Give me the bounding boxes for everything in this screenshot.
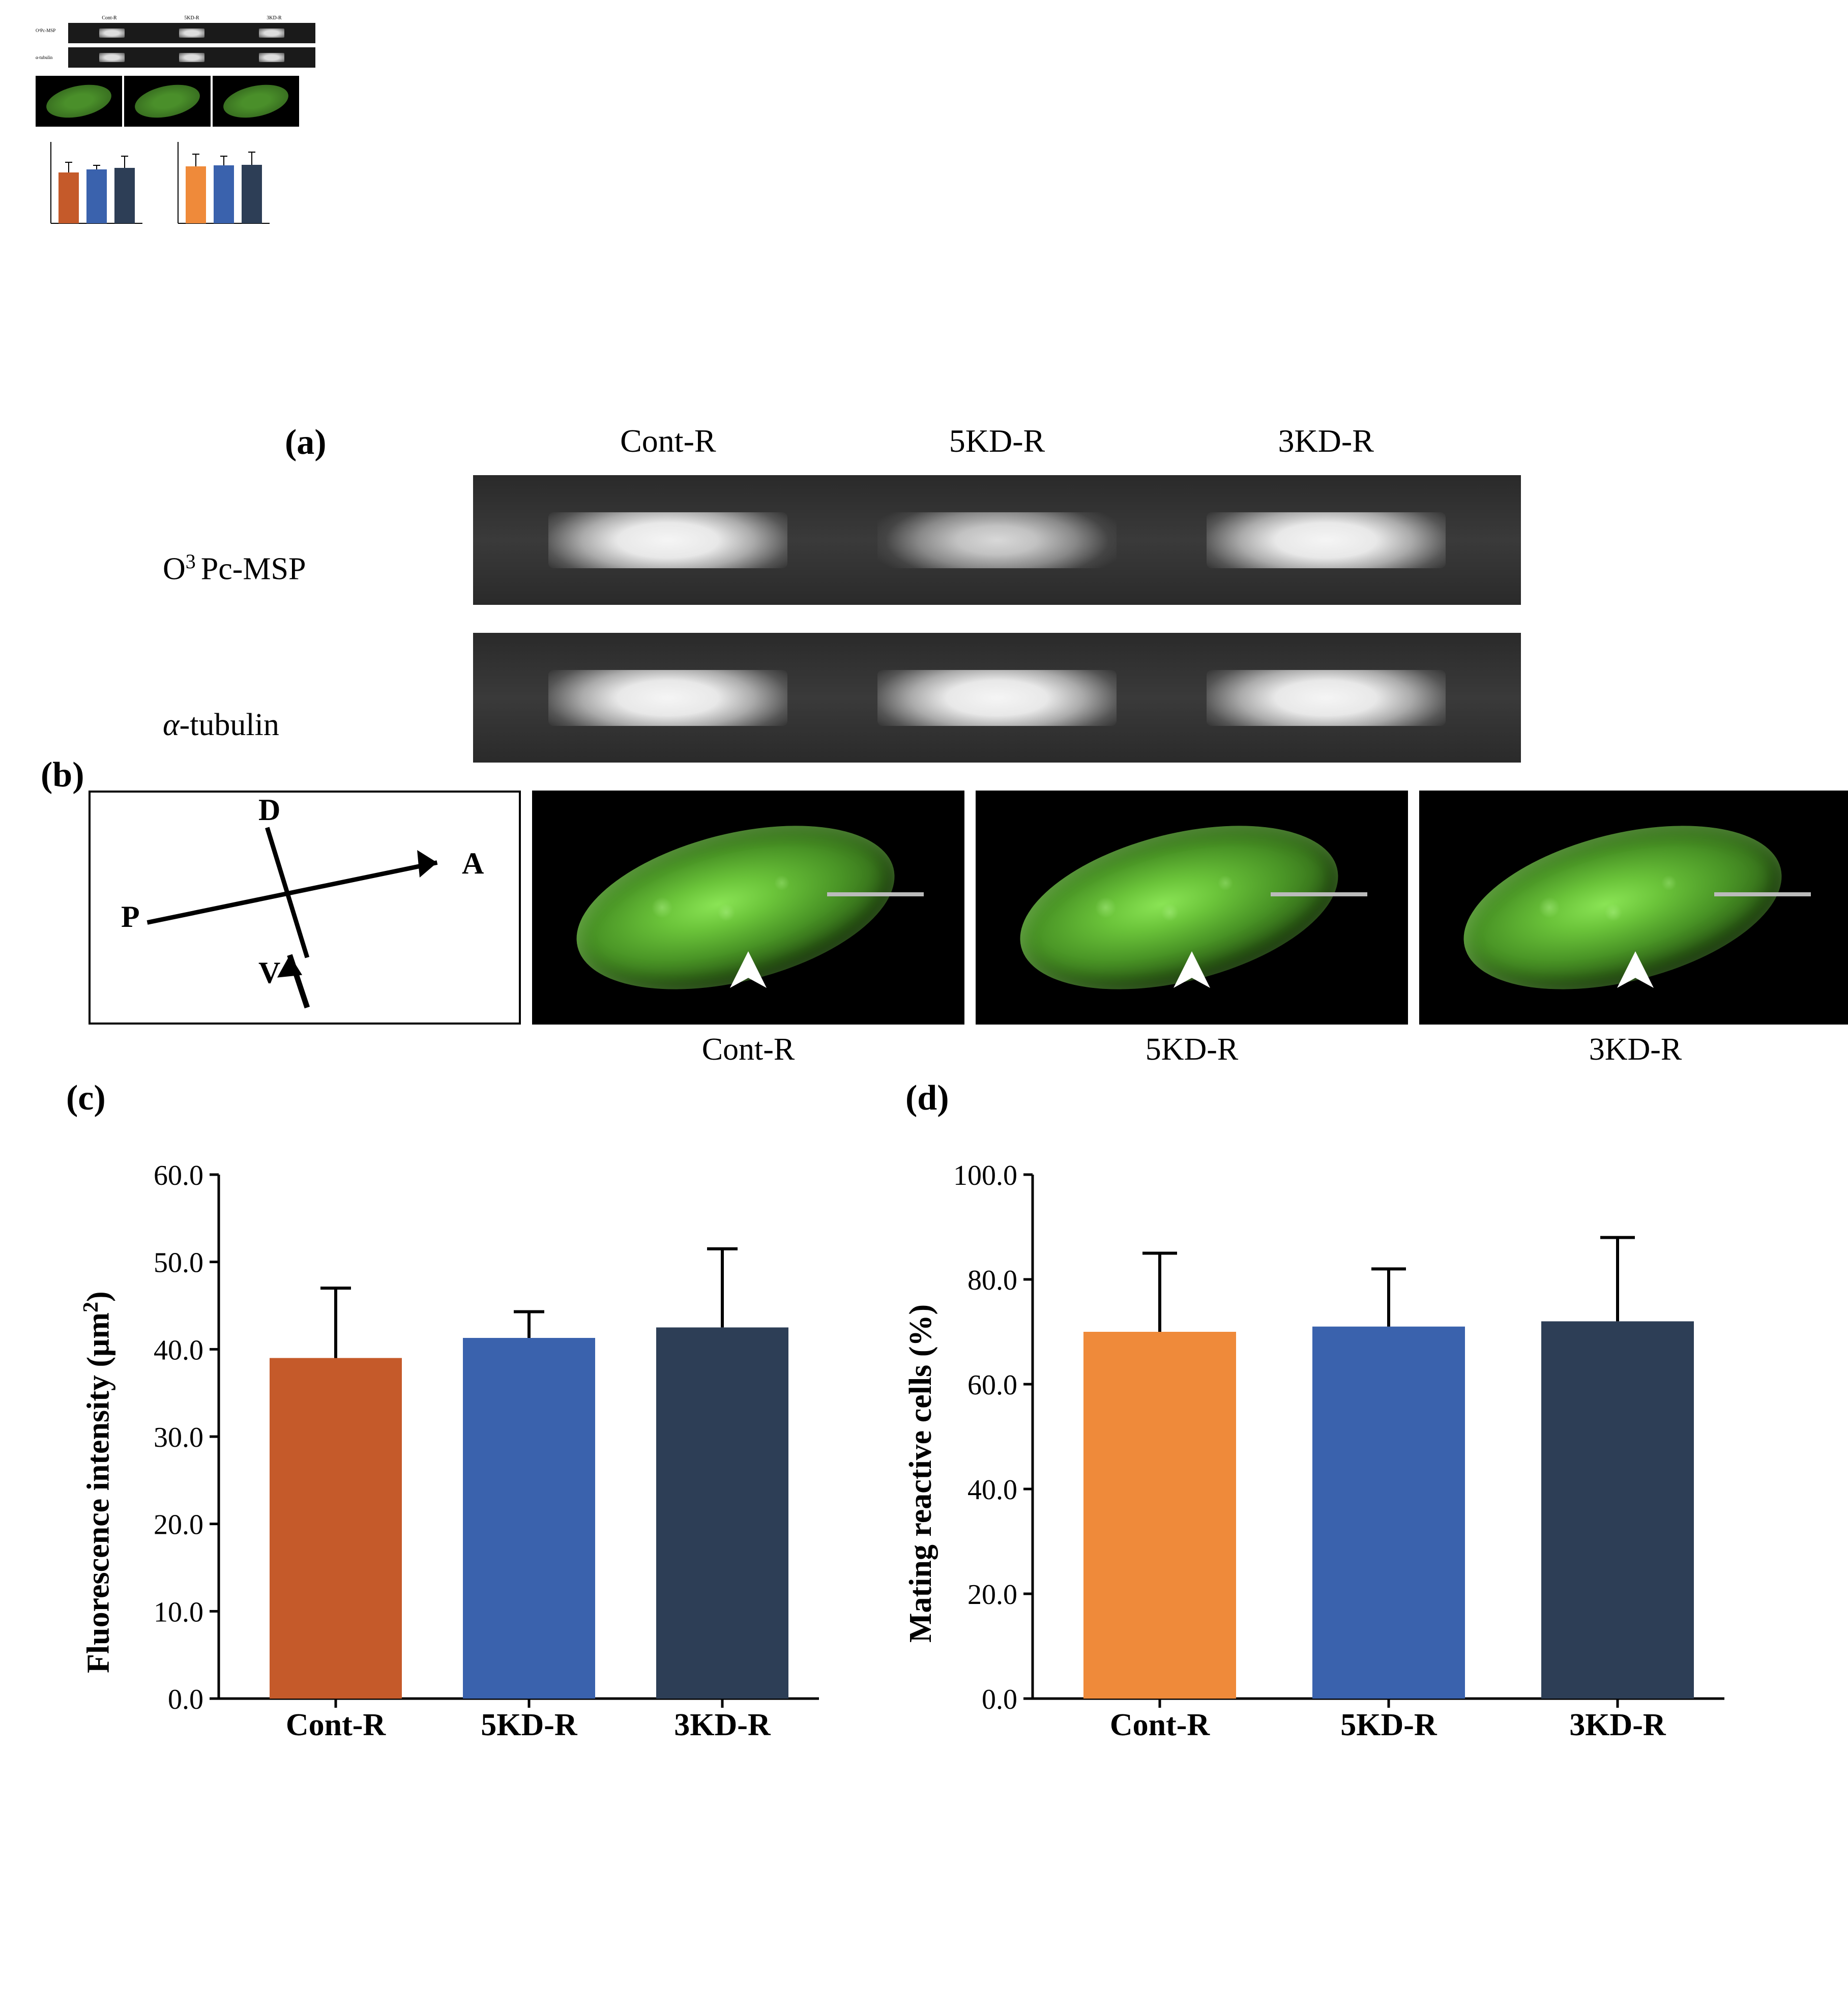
svg-text:3KD-R: 3KD-R — [1569, 1708, 1666, 1742]
diagram-A-label: A — [462, 846, 484, 881]
thumb-cell-1 — [124, 76, 211, 127]
gel-band — [877, 512, 1117, 568]
svg-text:5KD-R: 5KD-R — [481, 1708, 578, 1742]
thumb-gel-row1 — [68, 23, 315, 43]
scalebar — [827, 892, 924, 896]
thumb-gel-row2 — [68, 47, 315, 68]
diagram-P-label: P — [121, 899, 140, 935]
panel-d-label: (d) — [905, 1078, 949, 1119]
thumb-chart-d — [163, 137, 275, 239]
gel-band — [1207, 512, 1446, 568]
panel-a-label: (a) — [285, 422, 327, 463]
micro-image-3kd-r — [1419, 791, 1848, 1025]
panel-c: (c) Fluorescence intensity (μm2) 0.010.0… — [86, 1154, 839, 1765]
panel-c-label: (c) — [66, 1078, 106, 1119]
svg-text:30.0: 30.0 — [154, 1422, 203, 1453]
thumb-col-0: Cont-R — [102, 15, 116, 21]
micro-diagram: P A D V — [89, 791, 521, 1025]
gel-col-2: 3KD-R — [1278, 422, 1373, 460]
gel-band — [1207, 670, 1446, 726]
scalebar — [1714, 892, 1811, 896]
scalebar — [1271, 892, 1367, 896]
svg-text:20.0: 20.0 — [154, 1509, 203, 1541]
svg-text:3KD-R: 3KD-R — [674, 1708, 771, 1742]
panel-a: (a) O3 Pc-MSP α-tubulin Cont-R 5KD-R 3KD… — [0, 422, 1848, 763]
chart-d: 0.0 20.0 40.0 60.0 80.0 100.0 Cont-R 5KD-R 3KD-R — [911, 1154, 1745, 1765]
thumb-gel-row1-label: O³Pc-MSP — [36, 28, 66, 33]
gel-row2-label: α-tubulin — [163, 707, 279, 743]
svg-text:0.0: 0.0 — [168, 1684, 203, 1715]
svg-text:Cont-R: Cont-R — [286, 1708, 387, 1742]
gel-col-0: Cont-R — [620, 422, 716, 460]
gel-row1-label: O3 Pc-MSP — [163, 549, 306, 588]
micro-image-cont-r — [532, 791, 964, 1025]
gel-band — [877, 670, 1117, 726]
micro-caption-0: Cont-R — [532, 1032, 964, 1068]
gel-row-tubulin — [473, 633, 1521, 763]
panel-b-label: (b) — [41, 755, 84, 796]
gel-row-msp — [473, 475, 1521, 605]
arrow-icon — [1612, 947, 1658, 995]
svg-text:5KD-R: 5KD-R — [1340, 1708, 1438, 1742]
svg-text:20.0: 20.0 — [967, 1579, 1017, 1611]
micro-image-5kd-r — [976, 791, 1408, 1025]
arrow-icon — [1169, 947, 1215, 995]
gel-band — [548, 512, 787, 568]
svg-text:80.0: 80.0 — [967, 1265, 1017, 1296]
svg-text:40.0: 40.0 — [154, 1334, 203, 1366]
svg-text:100.0: 100.0 — [953, 1160, 1017, 1191]
diagram-D-label: D — [258, 793, 280, 828]
thumb-gel-row2-label: α-tubulin — [36, 55, 66, 60]
thumb-col-2: 3KD-R — [267, 15, 281, 21]
svg-text:0.0: 0.0 — [982, 1684, 1017, 1715]
thumb-col-1: 5KD-R — [184, 15, 199, 21]
svg-text:60.0: 60.0 — [154, 1160, 203, 1191]
thumb-cell-2 — [213, 76, 299, 127]
main-figure: (a) O3 Pc-MSP α-tubulin Cont-R 5KD-R 3KD… — [0, 422, 1848, 1765]
figure-thumbnail: O³Pc-MSP Cont-R 5KD-R 3KD-R α-tubulin — [36, 15, 315, 239]
arrow-icon — [725, 947, 771, 995]
svg-text:40.0: 40.0 — [967, 1474, 1017, 1506]
gel-column-headers: Cont-R 5KD-R 3KD-R — [473, 422, 1521, 460]
charts-row: (c) Fluorescence intensity (μm2) 0.010.0… — [86, 1154, 1848, 1765]
panel-b: (b) P A D V — [0, 791, 1848, 1068]
svg-text:10.0: 10.0 — [154, 1596, 203, 1628]
gel-band — [548, 670, 787, 726]
chart-c: 0.0 10.0 20.0 30.0 40.0 50.0 60.0 Cont-R 5KD-R 3K… — [86, 1154, 839, 1765]
micro-caption-1: 5KD-R — [976, 1032, 1408, 1068]
panel-d: (d) Mating reactive cells (%) 0.020.040.… — [911, 1154, 1745, 1765]
gel-col-1: 5KD-R — [949, 422, 1045, 460]
thumb-cell-0 — [36, 76, 122, 127]
thumb-chart-c — [36, 137, 148, 239]
diagram-V-label: V — [258, 955, 280, 990]
micro-caption-2: 3KD-R — [1419, 1032, 1848, 1068]
svg-text:60.0: 60.0 — [967, 1369, 1017, 1401]
svg-text:Cont-R: Cont-R — [1110, 1708, 1211, 1742]
svg-text:50.0: 50.0 — [154, 1247, 203, 1279]
